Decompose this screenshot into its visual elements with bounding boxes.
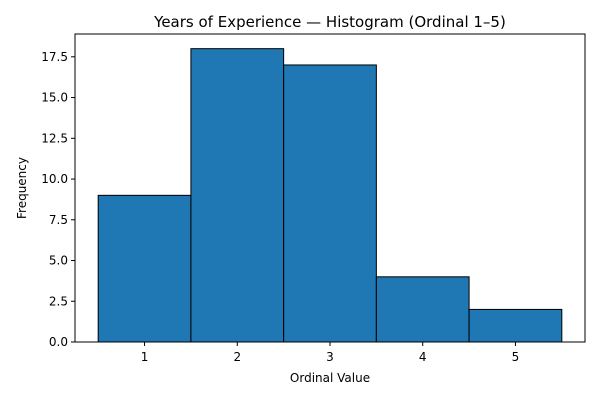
y-tick-label: 0.0 [49, 335, 68, 349]
bars-group [97, 48, 563, 343]
histogram-bar-4 [375, 276, 470, 343]
y-tick-label: 7.5 [49, 213, 68, 227]
histogram-bar-1 [97, 194, 192, 343]
y-axis-label: Frequency [15, 157, 29, 219]
x-tick-label: 4 [419, 350, 427, 364]
y-tick-label: 12.5 [41, 131, 68, 145]
y-tick-label: 2.5 [49, 294, 68, 308]
y-tick-label: 17.5 [41, 50, 68, 64]
x-axis-ticks: 1 2 3 4 5 [141, 342, 520, 364]
y-axis-ticks: 0.0 2.5 5.0 7.5 10.0 12.5 15.0 17.5 [41, 50, 75, 349]
plot-area-frame [74, 33, 586, 343]
y-tick-label: 10.0 [41, 172, 68, 186]
chart-title: Years of Experience — Histogram (Ordinal… [153, 13, 506, 31]
histogram-bar-2 [190, 48, 285, 343]
histogram-bar-3 [283, 64, 377, 343]
y-tick-label: 5.0 [49, 254, 68, 268]
x-axis-label: Ordinal Value [290, 371, 370, 385]
histogram-bar-5 [468, 308, 563, 343]
x-tick-label: 2 [233, 350, 241, 364]
x-tick-label: 3 [326, 350, 334, 364]
y-tick-label: 15.0 [41, 91, 68, 105]
x-tick-label: 1 [141, 350, 149, 364]
x-tick-label: 5 [512, 350, 520, 364]
